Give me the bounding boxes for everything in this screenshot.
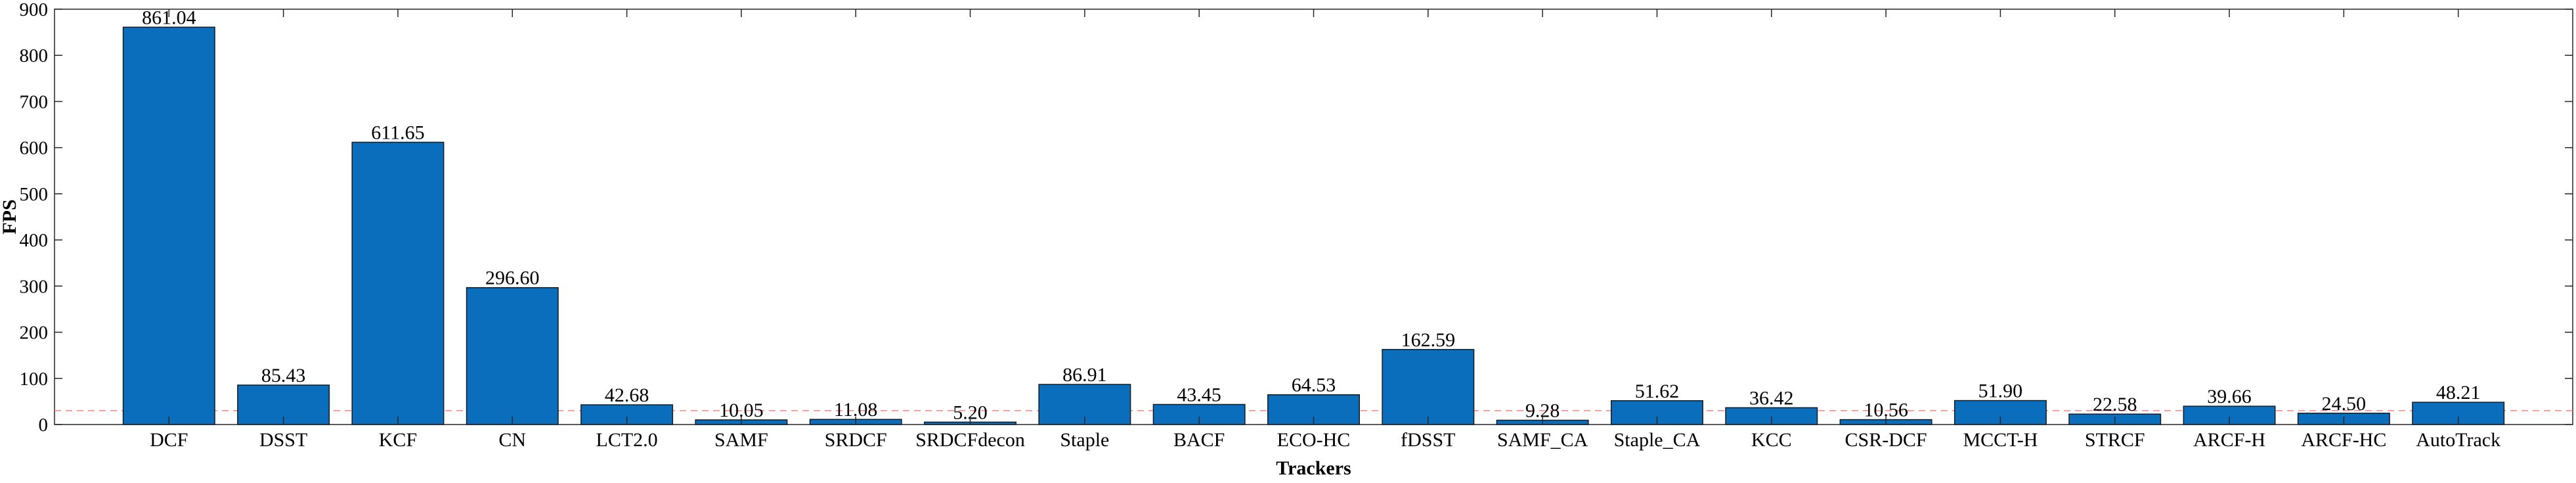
y-tick-label: 400 (20, 230, 49, 251)
data-label: 85.43 (261, 365, 306, 386)
x-axis-title: Trackers (1276, 457, 1351, 479)
data-label: 43.45 (1177, 384, 1221, 405)
bar-cn (466, 287, 559, 425)
x-tick-label: MCCT-H (1963, 429, 2038, 451)
bar-fdsst (1382, 349, 1475, 425)
x-tick-label: Staple (1060, 429, 1109, 451)
x-tick-label: LCT2.0 (596, 429, 658, 451)
data-label: 24.50 (2322, 393, 2367, 415)
x-tick-label: KCC (1751, 429, 1792, 451)
y-tick-label: 700 (20, 91, 49, 112)
y-tick-label: 500 (20, 184, 49, 205)
x-tick-label: ECO-HC (1277, 429, 1351, 451)
x-tick-label: CSR-DCF (1845, 429, 1927, 451)
y-tick-label: 300 (20, 276, 49, 297)
data-label: 42.68 (605, 384, 649, 406)
bar-kcf (351, 141, 445, 425)
data-label: 48.21 (2436, 382, 2481, 403)
x-tick-label: AutoTrack (2416, 429, 2500, 451)
y-tick-label: 100 (20, 369, 49, 390)
y-tick-label: 900 (20, 0, 49, 20)
x-tick-label: BACF (1173, 429, 1225, 451)
data-label: 51.62 (1635, 380, 1680, 402)
x-tick-label: DSST (259, 429, 307, 451)
x-tick-label: SRDCF (825, 429, 887, 451)
data-label: 296.60 (485, 267, 540, 289)
x-ticks-group: DCF DSST KCF CN LCT2.0 SAMF SRDCF SRDCFdecon Sta… (150, 9, 2500, 451)
data-label: 51.90 (1978, 380, 2023, 402)
y-tick-label: 800 (20, 45, 49, 66)
data-label: 22.58 (2093, 394, 2137, 415)
x-tick-label: CN (498, 429, 526, 451)
x-tick-label: ARCF-H (2193, 429, 2265, 451)
y-tick-label: 0 (39, 415, 49, 436)
bar-dcf (122, 26, 215, 425)
data-label: 611.65 (371, 122, 424, 143)
x-tick-label: Staple_CA (1614, 429, 1701, 451)
bars-group (122, 26, 2505, 425)
y-tick-label: 200 (20, 323, 49, 344)
x-tick-label: ARCF-HC (2301, 429, 2386, 451)
data-label: 39.66 (2207, 386, 2252, 407)
x-tick-label: SAMF (714, 429, 768, 451)
y-axis-title: FPS (0, 199, 20, 234)
x-tick-label: SAMF_CA (1497, 429, 1588, 451)
data-label: 162.59 (1401, 329, 1456, 351)
data-label: 64.53 (1292, 375, 1336, 396)
x-tick-label: fDSST (1401, 429, 1455, 451)
y-tick-label: 600 (20, 138, 49, 159)
x-tick-label: STRCF (2085, 429, 2145, 451)
x-tick-label: KCF (379, 429, 417, 451)
x-tick-label: SRDCFdecon (915, 429, 1025, 451)
x-tick-label: DCF (150, 429, 188, 451)
y-ticks-group: 0 100 200 300 400 500 600 700 800 900 (20, 0, 2573, 436)
data-label: 86.91 (1062, 364, 1107, 386)
data-label: 36.42 (1749, 387, 1794, 409)
